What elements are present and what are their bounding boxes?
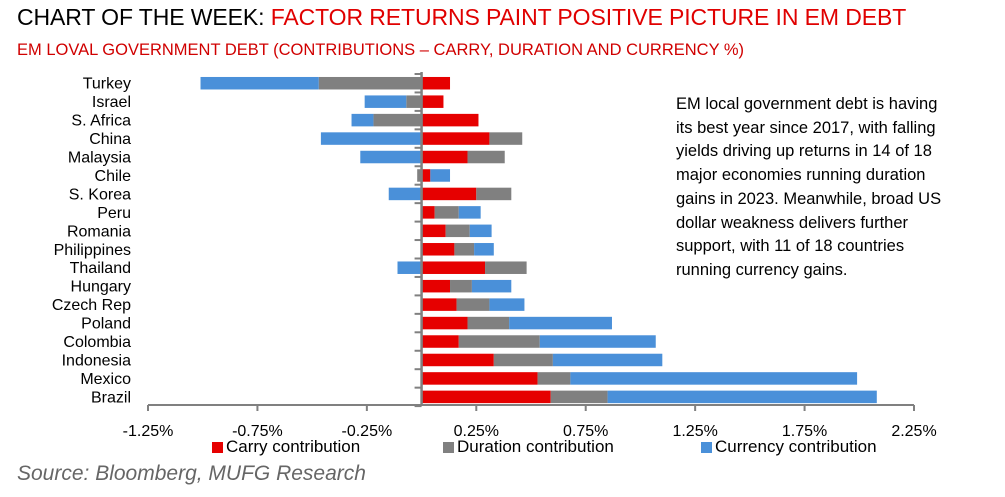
legend-label-carry: Carry contribution (226, 437, 361, 456)
bar-carry (421, 206, 435, 219)
bar-currency (539, 335, 656, 348)
bar-currency (200, 76, 319, 90)
chart-annotation: EM local government debt is having its b… (676, 95, 942, 279)
x-tick-label: 1.75% (782, 423, 827, 440)
x-tick-label: 1.25% (672, 423, 717, 440)
bar-duration (450, 279, 472, 293)
bar-duration (318, 76, 422, 90)
category-label: Hungary (71, 279, 131, 296)
legend-item-duration: Duration contribution (443, 437, 614, 457)
x-tick-label: 2.25% (891, 423, 936, 440)
bar-carry (421, 390, 551, 404)
axes-group: -1.25% -0.75% -0.25% 0.25% 0.75% 1.25% 1.75% 2.… (123, 72, 937, 440)
bar-carry (421, 95, 444, 108)
bar-duration (537, 372, 571, 385)
category-label: S. Africa (71, 113, 131, 130)
category-label: Mexico (80, 371, 131, 388)
bar-currency (570, 372, 858, 385)
bar-currency (458, 206, 481, 219)
title-prefix: CHART OF THE WEEK: (17, 4, 271, 30)
chart-subtitle: EM LOVAL GOVERNMENT DEBT (CONTRIBUTIONS … (17, 41, 745, 59)
x-tick-label: -0.75% (232, 423, 283, 440)
bar-carry (421, 298, 457, 311)
bars-group (200, 76, 877, 404)
bar-currency (471, 279, 512, 293)
legend-item-currency: Currency contribution (701, 437, 877, 457)
bar-duration (489, 132, 523, 145)
bar-currency (360, 150, 422, 164)
legend-item-carry: Carry contribution (212, 437, 360, 457)
category-label: Philippines (54, 242, 131, 259)
category-label: China (89, 131, 131, 148)
legend-label-currency: Currency contribution (715, 437, 877, 456)
category-label: Chile (95, 168, 132, 185)
bar-duration (476, 187, 512, 201)
bar-duration (493, 353, 553, 367)
category-label: Czech Rep (52, 297, 131, 314)
bar-currency (320, 132, 422, 145)
bar-duration (485, 261, 527, 274)
bar-carry (421, 132, 490, 145)
category-label: Malaysia (68, 150, 131, 167)
category-label: Romania (67, 223, 131, 240)
bar-currency (388, 187, 422, 201)
x-tick-label: 0.25% (454, 423, 499, 440)
bar-carry (421, 372, 538, 385)
source-note: Source: Bloomberg, MUFG Research (17, 462, 366, 485)
bar-duration (550, 390, 608, 404)
x-tick-label: -0.25% (342, 423, 393, 440)
bar-carry (421, 335, 459, 348)
bar-duration (373, 113, 422, 127)
bar-carry (421, 353, 494, 367)
category-label: Poland (81, 316, 131, 333)
bar-carry (421, 261, 486, 274)
bar-currency (607, 390, 877, 404)
bar-duration (445, 224, 470, 238)
title-highlight: FACTOR RETURNS PAINT POSITIVE PICTURE IN… (270, 4, 907, 30)
chart-title: CHART OF THE WEEK: FACTOR RETURNS PAINT … (17, 4, 906, 31)
category-label: Thailand (70, 260, 131, 277)
category-label: Indonesia (62, 352, 131, 369)
bar-duration (406, 95, 422, 108)
bar-carry (421, 279, 451, 293)
bar-currency (509, 316, 612, 330)
bar-duration (454, 243, 475, 256)
bar-currency (351, 113, 374, 127)
bar-carry (421, 224, 446, 238)
legend-swatch-currency (701, 441, 712, 453)
bar-carry (421, 187, 477, 201)
bar-duration (458, 335, 540, 348)
bar-currency (474, 243, 494, 256)
bar-currency (397, 261, 422, 274)
bar-carry (421, 113, 479, 127)
bar-duration (417, 169, 422, 182)
bar-duration (467, 150, 505, 164)
bar-duration (456, 298, 490, 311)
bar-currency (430, 169, 451, 182)
bar-carry (421, 150, 468, 164)
legend-swatch-duration (443, 441, 454, 453)
legend-label-duration: Duration contribution (457, 437, 614, 456)
category-label: Turkey (83, 76, 131, 93)
bar-duration (434, 206, 459, 219)
category-label: Brazil (91, 389, 131, 406)
bar-carry (421, 243, 455, 256)
bar-currency (552, 353, 663, 367)
bar-duration (467, 316, 510, 330)
bar-carry (421, 76, 451, 90)
category-label: Israel (92, 94, 131, 111)
category-label: Colombia (63, 334, 131, 351)
x-tick-label: 0.75% (563, 423, 608, 440)
bar-currency (469, 224, 492, 238)
bar-currency (364, 95, 407, 108)
bar-carry (421, 169, 431, 182)
legend-swatch-carry (212, 441, 223, 453)
bar-carry (421, 316, 468, 330)
bar-currency (489, 298, 525, 311)
category-label: S. Korea (69, 186, 131, 203)
category-label: Peru (97, 205, 131, 222)
x-tick-label: -1.25% (123, 423, 174, 440)
